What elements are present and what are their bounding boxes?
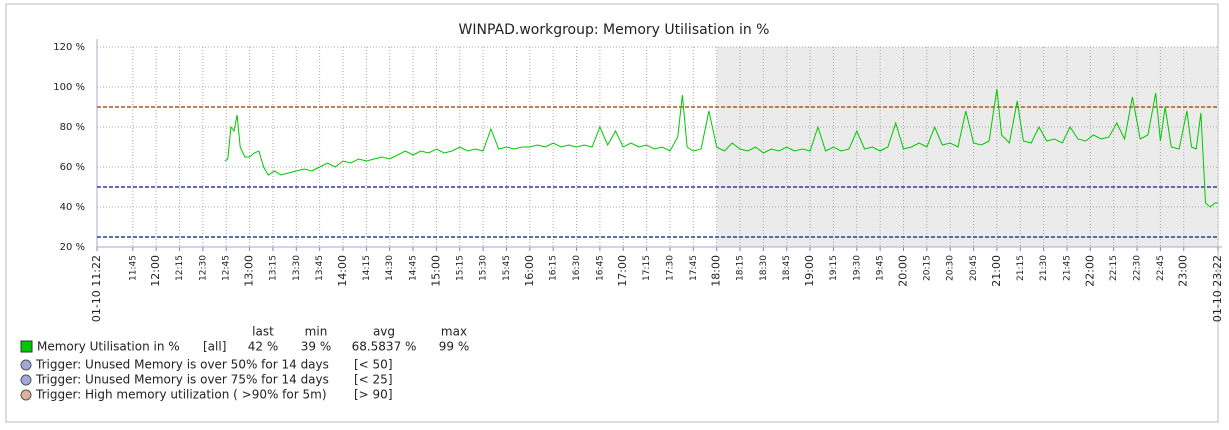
legend-header: min bbox=[305, 325, 328, 339]
x-tick-label: 21:00 bbox=[990, 255, 1003, 287]
x-tick-label: 23:00 bbox=[1177, 255, 1190, 287]
legend-stat: 99 % bbox=[439, 340, 470, 354]
x-tick-label: 17:00 bbox=[616, 255, 629, 287]
x-tick-label: 13:30 bbox=[292, 255, 302, 281]
x-tick-label: 15:00 bbox=[429, 255, 442, 287]
x-tick-label: 20:00 bbox=[896, 255, 909, 287]
x-tick-label: 15:30 bbox=[479, 255, 489, 281]
y-tick-label: 20 % bbox=[60, 242, 85, 253]
x-tick-label: 14:15 bbox=[362, 255, 372, 281]
chart-title: WINPAD.workgroup: Memory Utilisation in … bbox=[459, 22, 770, 38]
x-tick-label: 19:00 bbox=[803, 255, 816, 287]
x-tick-label: 01-10 11:22 bbox=[90, 255, 103, 322]
x-tick-label: 16:45 bbox=[595, 255, 605, 281]
x-tick-label: 18:00 bbox=[710, 255, 723, 287]
x-tick-label: 21:45 bbox=[1062, 255, 1072, 281]
y-tick-label: 80 % bbox=[60, 122, 85, 133]
x-tick-label: 18:45 bbox=[782, 255, 792, 281]
legend-label: Trigger: Unused Memory is over 50% for 1… bbox=[35, 358, 329, 372]
legend-label: Trigger: High memory utilization ( >90% … bbox=[35, 388, 327, 402]
x-tick-label: 16:00 bbox=[523, 255, 536, 287]
x-tick-label: 12:15 bbox=[175, 255, 185, 281]
x-tick-label: 20:15 bbox=[922, 255, 932, 281]
shaded-period bbox=[716, 47, 1218, 247]
x-tick-label: 17:15 bbox=[642, 255, 652, 281]
x-tick-label: 12:45 bbox=[222, 255, 232, 281]
y-tick-label: 60 % bbox=[60, 162, 85, 173]
legend-label: Trigger: Unused Memory is over 75% for 1… bbox=[35, 373, 329, 387]
legend-stat: 68.5837 % bbox=[352, 340, 417, 354]
x-tick-label: 12:00 bbox=[149, 255, 162, 287]
x-tick-label: 22:45 bbox=[1156, 255, 1166, 281]
x-tick-label: 16:15 bbox=[549, 255, 559, 281]
x-tick-label: 16:30 bbox=[572, 255, 582, 281]
legend-marker bbox=[20, 359, 32, 371]
legend-header: last bbox=[252, 325, 274, 339]
x-tick-label: 22:30 bbox=[1133, 255, 1143, 281]
x-tick-label: 22:00 bbox=[1083, 255, 1096, 287]
legend-header: max bbox=[441, 325, 467, 339]
x-tick-label: 20:45 bbox=[969, 255, 979, 281]
x-tick-label: 14:45 bbox=[409, 255, 419, 281]
x-tick-label: 01-10 23:22 bbox=[1211, 255, 1224, 322]
x-tick-label: 21:15 bbox=[1016, 255, 1026, 281]
y-tick-label: 40 % bbox=[60, 202, 85, 213]
x-tick-label: 13:15 bbox=[268, 255, 278, 281]
x-tick-label: 15:15 bbox=[455, 255, 465, 281]
legend-header: avg bbox=[373, 325, 395, 339]
x-tick-label: 21:30 bbox=[1039, 255, 1049, 281]
x-tick-label: 22:15 bbox=[1109, 255, 1119, 281]
x-tick-label: 11:45 bbox=[128, 255, 138, 281]
y-tick-label: 100 % bbox=[53, 82, 85, 93]
legend-marker bbox=[20, 374, 32, 386]
x-tick-label: 18:15 bbox=[736, 255, 746, 281]
legend-scope: [all] bbox=[203, 340, 226, 354]
x-tick-label: 14:00 bbox=[336, 255, 349, 287]
legend-condition: [< 50] bbox=[354, 358, 393, 372]
data-line bbox=[224, 88, 1218, 208]
legend-swatch bbox=[20, 340, 33, 353]
y-tick-label: 120 % bbox=[53, 42, 85, 53]
x-tick-label: 13:45 bbox=[315, 255, 325, 281]
legend-label: Memory Utilisation in % bbox=[37, 340, 180, 354]
x-tick-label: 19:30 bbox=[852, 255, 862, 281]
x-tick-label: 19:45 bbox=[876, 255, 886, 281]
x-tick-label: 17:30 bbox=[665, 255, 675, 281]
legend-marker bbox=[20, 389, 32, 401]
legend-condition: [> 90] bbox=[354, 388, 393, 402]
x-tick-label: 17:45 bbox=[689, 255, 699, 281]
x-tick-label: 15:45 bbox=[502, 255, 512, 281]
x-tick-label: 20:30 bbox=[946, 255, 956, 281]
legend-stat: 39 % bbox=[301, 340, 332, 354]
legend-stat: 42 % bbox=[248, 340, 279, 354]
x-tick-label: 14:30 bbox=[385, 255, 395, 281]
legend-condition: [< 25] bbox=[354, 373, 393, 387]
x-tick-label: 12:30 bbox=[198, 255, 208, 281]
x-tick-label: 19:15 bbox=[829, 255, 839, 281]
x-tick-label: 13:00 bbox=[243, 255, 256, 287]
x-tick-label: 18:30 bbox=[759, 255, 769, 281]
